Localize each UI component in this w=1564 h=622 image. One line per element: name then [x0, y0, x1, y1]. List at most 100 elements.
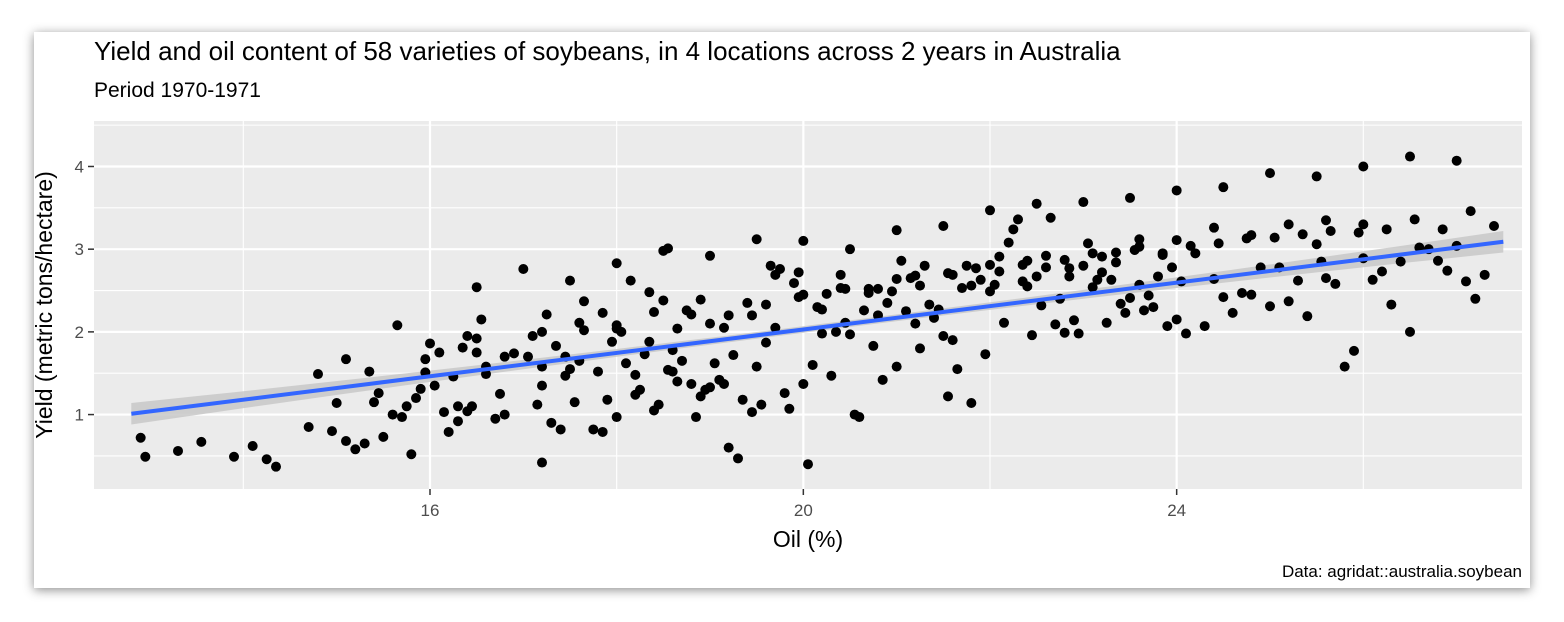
data-point: [541, 309, 552, 320]
data-point: [882, 297, 893, 308]
data-point: [891, 273, 902, 284]
data-point: [1209, 222, 1219, 233]
data-point: [1078, 260, 1089, 271]
chart-caption: Data: agridat::australia.soybean: [1281, 562, 1522, 581]
data-point: [411, 393, 421, 404]
data-point: [751, 361, 762, 372]
data-point: [625, 275, 636, 286]
data-point: [1479, 269, 1490, 280]
data-point: [817, 328, 827, 339]
data-point: [369, 397, 379, 408]
data-point: [980, 349, 991, 360]
data-point: [1437, 224, 1448, 235]
data-point: [831, 326, 841, 337]
data-point: [947, 335, 958, 346]
data-point: [532, 399, 543, 410]
data-point: [392, 320, 403, 331]
data-point: [1148, 302, 1159, 313]
data-point: [653, 399, 664, 410]
data-point: [705, 318, 715, 329]
data-point: [1125, 292, 1135, 303]
data-point: [387, 409, 398, 420]
data-point: [966, 397, 977, 408]
data-point: [644, 336, 655, 347]
data-point: [429, 380, 440, 391]
data-point: [1330, 278, 1341, 289]
data-point: [1227, 307, 1238, 318]
data-point: [924, 299, 935, 310]
data-point: [1185, 240, 1196, 251]
data-point: [705, 382, 715, 393]
data-point: [747, 310, 757, 321]
data-point: [910, 318, 921, 329]
data-point: [1349, 345, 1359, 356]
data-point: [1013, 214, 1023, 225]
data-point: [915, 343, 925, 354]
data-point: [1199, 321, 1210, 332]
data-point: [1059, 327, 1070, 338]
data-point: [1433, 255, 1443, 266]
data-point: [1041, 250, 1051, 261]
data-point: [1139, 305, 1149, 316]
data-point: [1302, 311, 1313, 322]
data-point: [1246, 230, 1257, 241]
data-point: [747, 407, 757, 418]
data-point: [607, 336, 617, 347]
data-point: [579, 325, 589, 336]
data-point: [1045, 212, 1056, 223]
data-point: [1115, 298, 1126, 309]
y-tick-label: 1: [75, 406, 84, 425]
data-point: [537, 326, 547, 337]
data-point: [952, 364, 963, 375]
data-point: [518, 264, 529, 275]
data-point: [261, 454, 272, 465]
data-point: [490, 413, 501, 424]
data-point: [415, 383, 426, 394]
data-point: [1325, 225, 1336, 236]
data-point: [443, 426, 454, 437]
data-point: [1283, 219, 1294, 230]
data-point: [1218, 292, 1229, 303]
data-point: [1097, 267, 1107, 278]
y-tick-label: 2: [75, 323, 84, 342]
data-point: [705, 250, 715, 261]
data-point: [196, 436, 207, 447]
data-points: [135, 151, 1499, 472]
data-point: [327, 426, 337, 437]
scatter-plot: 16 20 24 1 2 3 4 Oil (%) Yield (metric tons/hect…: [34, 121, 1522, 552]
data-point: [1111, 257, 1121, 268]
data-point: [1050, 319, 1061, 330]
data-point: [826, 370, 837, 381]
data-point: [1246, 289, 1257, 300]
data-point: [1367, 274, 1378, 285]
data-point: [1377, 266, 1387, 277]
axes: 16 20 24 1 2 3 4 Oil (%) Yield (metric tons/hect…: [34, 157, 1186, 552]
data-point: [919, 260, 930, 271]
data-point: [877, 374, 888, 385]
data-point: [546, 417, 557, 428]
data-point: [686, 378, 697, 389]
data-point: [901, 306, 911, 317]
data-point: [709, 358, 720, 369]
data-point: [1283, 296, 1294, 307]
y-tick-label: 4: [75, 157, 84, 176]
data-point: [313, 369, 323, 380]
data-point: [1321, 273, 1331, 284]
data-point: [761, 337, 771, 348]
data-point: [1036, 300, 1047, 311]
data-point: [751, 234, 762, 245]
data-point: [635, 384, 645, 395]
data-point: [999, 317, 1009, 328]
data-point: [863, 288, 874, 299]
data-point: [989, 279, 1000, 290]
data-point: [779, 388, 790, 399]
data-point: [499, 351, 510, 362]
data-point: [1078, 197, 1089, 208]
data-point: [1405, 326, 1415, 337]
data-point: [271, 461, 281, 472]
data-point: [938, 331, 949, 342]
data-point: [1269, 232, 1280, 243]
x-tick-label: 20: [794, 501, 813, 520]
data-point: [733, 453, 743, 464]
data-point: [140, 451, 151, 462]
